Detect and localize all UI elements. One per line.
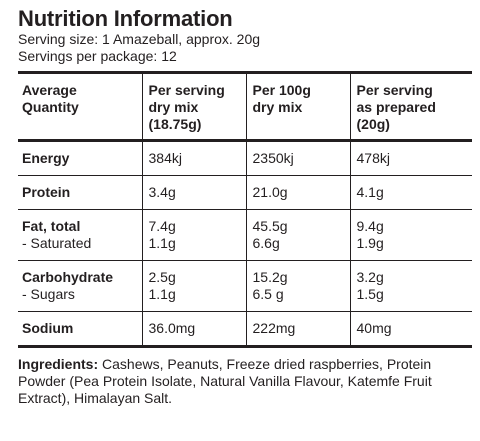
ingredients: Ingredients: Cashews, Peanuts, Freeze dr… bbox=[18, 356, 472, 407]
row-value: 4.1g bbox=[349, 175, 472, 210]
row-value: 2.5g bbox=[148, 269, 176, 285]
row-sub-value: 6.5 g bbox=[252, 286, 284, 302]
row-sub-label: - Sugars bbox=[22, 286, 75, 302]
row-value: 45.5g bbox=[252, 218, 288, 234]
row-value: 15.2g bbox=[252, 269, 288, 285]
row-value: 3.4g bbox=[141, 175, 246, 210]
row-label: Protein bbox=[18, 175, 142, 210]
panel-title: Nutrition Information bbox=[18, 6, 233, 31]
row-label: Fat, total bbox=[22, 218, 81, 234]
servings-per-package: Servings per package: 12 bbox=[18, 48, 177, 64]
table-row-energy: Energy 384kj 2350kj 478kj bbox=[18, 139, 472, 176]
row-label-group: Fat, total - Saturated bbox=[18, 209, 142, 261]
row-value: 3.2g bbox=[356, 269, 384, 285]
nutrition-table: Average Quantity Per serving dry mix (18… bbox=[18, 74, 472, 349]
row-value: 7.4g bbox=[148, 218, 176, 234]
ingredients-text: Cashews, Peanuts, Freeze dried raspberri… bbox=[18, 356, 432, 406]
row-label: Sodium bbox=[18, 311, 142, 347]
row-sub-value: 6.6g bbox=[252, 235, 280, 251]
row-value: 9.4g bbox=[356, 218, 384, 234]
column-header-per-serving-dry: Per serving dry mix (18.75g) bbox=[141, 74, 246, 141]
column-header-per-100g: Per 100g dry mix bbox=[245, 74, 350, 141]
ingredients-heading: Ingredients: bbox=[18, 356, 99, 372]
top-rule bbox=[18, 71, 472, 74]
row-value: 40mg bbox=[349, 311, 472, 347]
row-value-group: 3.2g 1.5g bbox=[349, 260, 472, 312]
column-header-per-serving-prepared: Per serving as prepared (20g) bbox=[349, 74, 472, 141]
row-sub-label: - Saturated bbox=[22, 235, 92, 251]
row-sub-value: 1.5g bbox=[356, 286, 384, 302]
row-value-group: 45.5g 6.6g bbox=[245, 209, 350, 261]
table-row-sodium: Sodium 36.0mg 222mg 40mg bbox=[18, 311, 472, 347]
row-value: 384kj bbox=[141, 139, 246, 176]
bottom-rule bbox=[18, 345, 472, 349]
row-sub-value: 1.1g bbox=[148, 235, 176, 251]
row-value-group: 15.2g 6.5 g bbox=[245, 260, 350, 312]
table-row-fat: Fat, total - Saturated 7.4g 1.1g 45.5g 6… bbox=[18, 209, 472, 261]
row-value-group: 7.4g 1.1g bbox=[141, 209, 246, 261]
row-label: Carbohydrate bbox=[22, 269, 114, 285]
row-value: 36.0mg bbox=[141, 311, 246, 347]
column-header-quantity: Average Quantity bbox=[22, 82, 79, 115]
row-value: 21.0g bbox=[245, 175, 350, 210]
row-value-group: 9.4g 1.9g bbox=[349, 209, 472, 261]
row-label: Energy bbox=[18, 139, 142, 176]
row-label-group: Carbohydrate - Sugars bbox=[18, 260, 142, 312]
row-value: 2350kj bbox=[245, 139, 350, 176]
row-value: 222mg bbox=[245, 311, 350, 347]
table-row-carbohydrate: Carbohydrate - Sugars 2.5g 1.1g 15.2g 6.… bbox=[18, 260, 472, 312]
row-value: 478kj bbox=[349, 139, 472, 176]
row-sub-value: 1.1g bbox=[148, 286, 176, 302]
serving-size: Serving size: 1 Amazeball, approx. 20g bbox=[18, 31, 261, 47]
row-sub-value: 1.9g bbox=[356, 235, 384, 251]
table-header-row: Average Quantity Per serving dry mix (18… bbox=[18, 74, 472, 141]
table-row-protein: Protein 3.4g 21.0g 4.1g bbox=[18, 175, 472, 210]
row-value-group: 2.5g 1.1g bbox=[141, 260, 246, 312]
